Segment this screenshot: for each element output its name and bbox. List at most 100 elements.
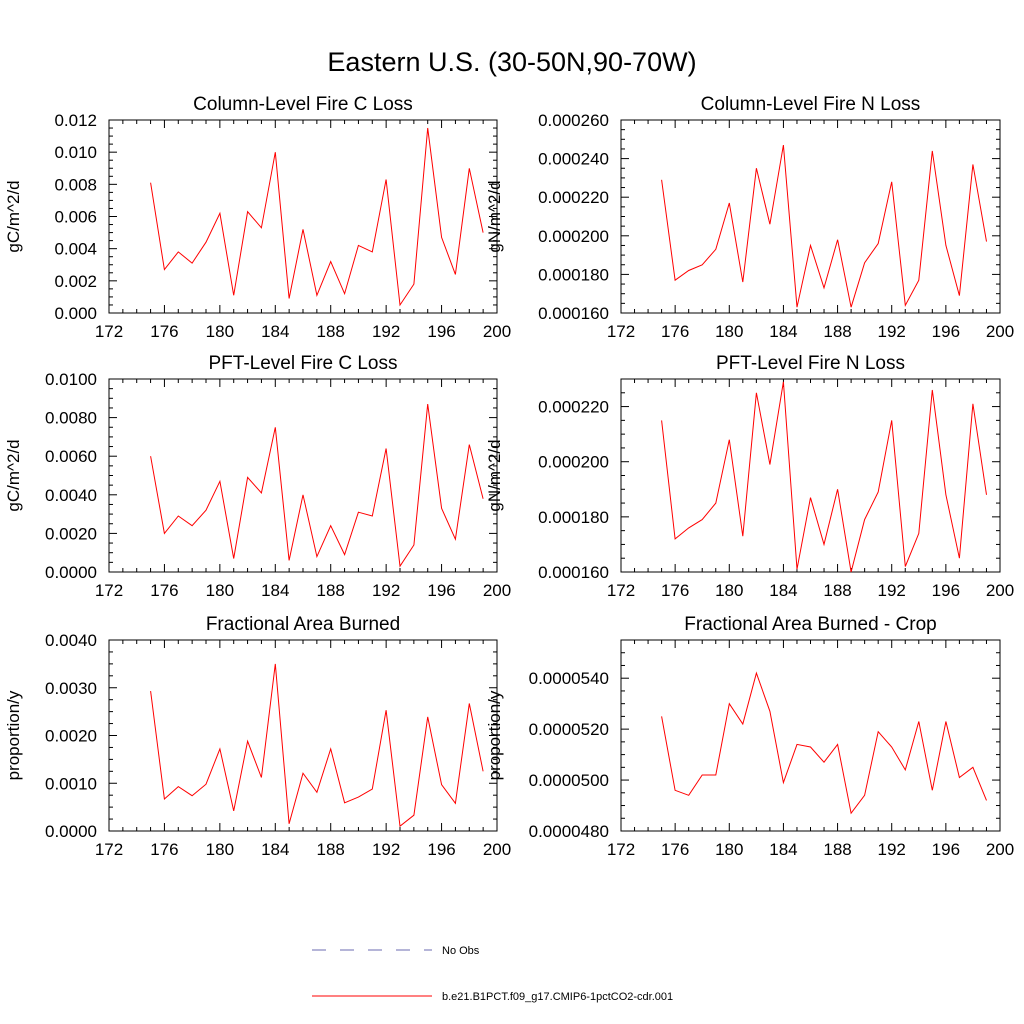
series-line [150, 663, 484, 828]
x-tick-label: 200 [986, 840, 1014, 859]
plot-frame [108, 639, 498, 832]
x-tick-label: 180 [715, 840, 743, 859]
x-tick-label: 180 [715, 322, 743, 341]
y-tick-label: 0.000200 [538, 453, 609, 472]
x-tick-label: 192 [878, 840, 906, 859]
x-tick-label: 192 [372, 322, 400, 341]
x-tick-label: 184 [261, 840, 289, 859]
panel-title: PFT-Level Fire N Loss [716, 353, 905, 374]
x-tick-label: 196 [427, 581, 455, 600]
x-tick-label: 184 [769, 581, 797, 600]
series-line [150, 404, 484, 568]
x-tick-label: 192 [878, 322, 906, 341]
y-axis-label: gN/m^2/d [485, 180, 504, 252]
x-tick-label: 176 [661, 322, 689, 341]
y-tick-label: 0.0000520 [529, 720, 609, 739]
y-tick-label: 0.006 [54, 208, 97, 227]
y-tick-label: 0.0100 [45, 370, 97, 389]
y-tick-label: 0.0020 [45, 727, 97, 746]
y-tick-label: 0.000160 [538, 304, 609, 323]
x-tick-label: 184 [769, 840, 797, 859]
y-tick-label: 0.000200 [538, 227, 609, 246]
x-tick-label: 180 [206, 840, 234, 859]
x-tick-label: 172 [95, 581, 123, 600]
y-axis-label: gC/m^2/d [4, 439, 23, 511]
y-tick-label: 0.000220 [538, 188, 609, 207]
y-tick-label: 0.000160 [538, 563, 609, 582]
x-tick-label: 180 [206, 322, 234, 341]
y-tick-label: 0.012 [54, 111, 97, 130]
y-tick-label: 0.000180 [538, 508, 609, 527]
panel-column-fire-n-loss: Column-Level Fire N Loss 172 176 180 184 188 1… [485, 94, 1014, 341]
x-tick-label: 196 [427, 322, 455, 341]
x-tick-label: 176 [661, 840, 689, 859]
y-tick-label: 0.0000540 [529, 669, 609, 688]
x-tick-label: 188 [317, 581, 345, 600]
x-tick-label: 172 [607, 322, 635, 341]
y-tick-label: 0.0000500 [529, 771, 609, 790]
y-axis-label: gN/m^2/d [485, 439, 504, 511]
y-tick-label: 0.000220 [538, 398, 609, 417]
x-tick-label: 196 [932, 581, 960, 600]
panel-title: Fractional Area Burned - Crop [684, 614, 936, 635]
x-tick-label: 176 [150, 581, 178, 600]
x-tick-label: 188 [317, 322, 345, 341]
x-tick-label: 172 [95, 840, 123, 859]
x-tick-label: 192 [372, 840, 400, 859]
panel-title: Fractional Area Burned [206, 614, 400, 635]
y-tick-label: 0.0020 [45, 524, 97, 543]
x-tick-label: 184 [261, 322, 289, 341]
panel-fractional-area-burned-crop: Fractional Area Burned - Crop 172 176 180 18… [485, 614, 1014, 859]
y-tick-label: 0.0080 [45, 409, 97, 428]
y-axis-label: proportion/y [485, 690, 504, 780]
x-tick-label: 172 [607, 581, 635, 600]
legend-label-no-obs: No Obs [442, 945, 480, 957]
x-tick-label: 196 [932, 840, 960, 859]
x-tick-label: 196 [427, 840, 455, 859]
y-tick-label: 0.0000 [45, 822, 97, 841]
y-axis-label: gC/m^2/d [4, 180, 23, 252]
panel-pft-fire-c-loss: PFT-Level Fire C Loss 172 176 180 184 188 192 1… [4, 353, 511, 600]
y-tick-label: 0.0040 [45, 486, 97, 505]
x-tick-label: 200 [986, 322, 1014, 341]
y-tick-label: 0.0000 [45, 563, 97, 582]
x-tick-label: 176 [150, 840, 178, 859]
x-tick-label: 184 [769, 322, 797, 341]
panel-fractional-area-burned: Fractional Area Burned 172 176 180 184 188 192… [4, 614, 511, 859]
panel-title: Column-Level Fire N Loss [701, 94, 921, 115]
panel-column-fire-c-loss: Column-Level Fire C Loss 172 176 180 184 188 1… [4, 94, 511, 341]
x-tick-label: 176 [661, 581, 689, 600]
y-tick-label: 0.008 [54, 175, 97, 194]
plot-frame [108, 378, 498, 573]
x-tick-label: 172 [95, 322, 123, 341]
x-tick-label: 188 [823, 581, 851, 600]
x-tick-label: 192 [878, 581, 906, 600]
y-tick-label: 0.000180 [538, 265, 609, 284]
figure-title: Eastern U.S. (30-50N,90-70W) [327, 47, 696, 77]
y-tick-label: 0.0060 [45, 447, 97, 466]
legend-label-model-run: b.e21.B1PCT.f09_g17.CMIP6-1pctCO2-cdr.00… [442, 991, 673, 1003]
series-line [661, 381, 987, 573]
panel-pft-fire-n-loss: PFT-Level Fire N Loss 172 176 180 184 188 192 1… [485, 353, 1014, 600]
x-tick-label: 176 [150, 322, 178, 341]
x-tick-label: 200 [483, 581, 511, 600]
legend: No Obs b.e21.B1PCT.f09_g17.CMIP6-1pctCO2… [312, 945, 673, 1003]
y-tick-label: 0.010 [54, 143, 97, 162]
y-tick-label: 0.0030 [45, 679, 97, 698]
x-tick-label: 188 [823, 840, 851, 859]
y-tick-label: 0.000260 [538, 111, 609, 130]
series-line [150, 127, 484, 307]
panel-title: PFT-Level Fire C Loss [209, 353, 398, 374]
x-tick-label: 200 [483, 322, 511, 341]
y-tick-label: 0.002 [54, 272, 97, 291]
y-tick-label: 0.0010 [45, 774, 97, 793]
series-line [661, 671, 987, 815]
x-tick-label: 188 [823, 322, 851, 341]
panel-title: Column-Level Fire C Loss [193, 94, 413, 115]
y-tick-label: 0.000 [54, 304, 97, 323]
x-tick-label: 172 [607, 840, 635, 859]
x-tick-label: 196 [932, 322, 960, 341]
x-tick-label: 184 [261, 581, 289, 600]
x-tick-label: 180 [206, 581, 234, 600]
